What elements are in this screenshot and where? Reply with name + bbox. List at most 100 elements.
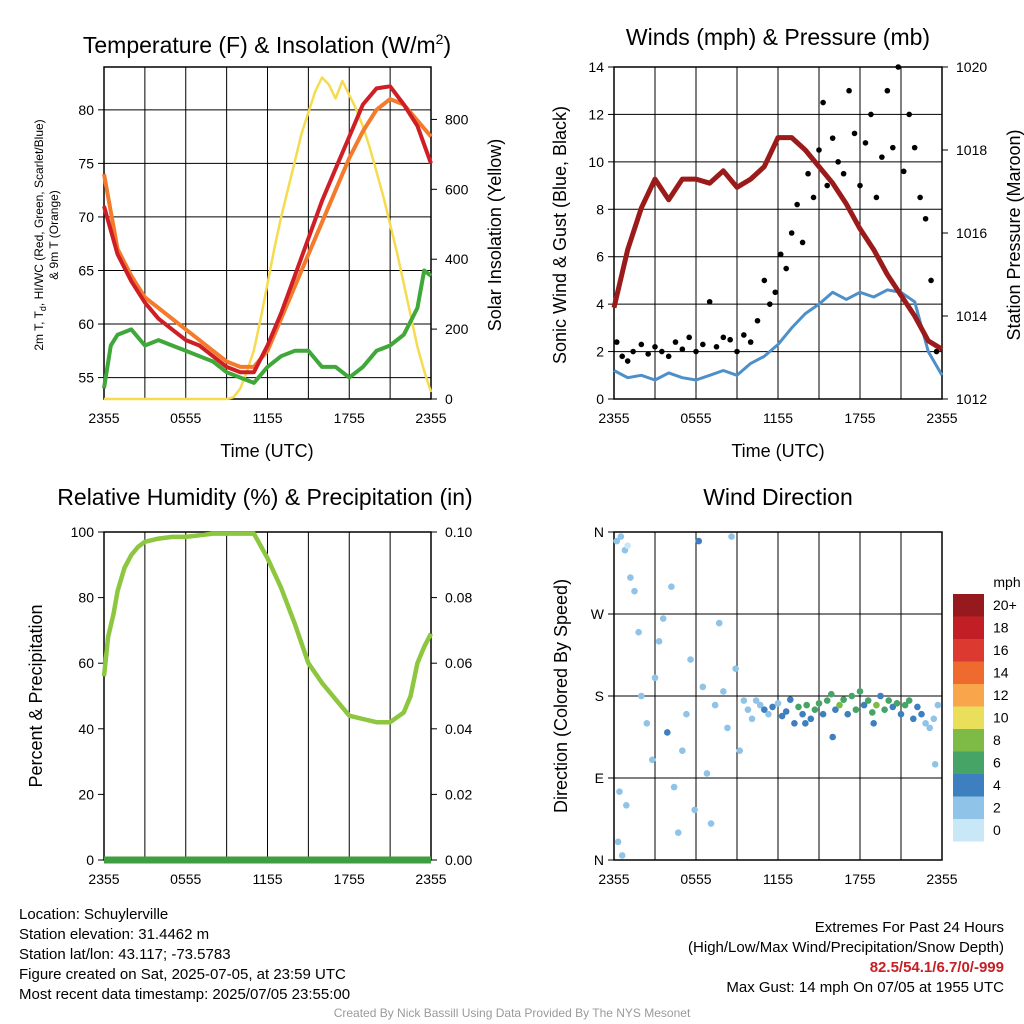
gust-point (630, 348, 636, 355)
gust-point (840, 170, 847, 177)
gust-point (659, 348, 665, 355)
solar-line (104, 76, 433, 401)
legend-swatch (953, 729, 984, 752)
gust-point (727, 336, 733, 343)
direction-point (732, 665, 739, 672)
y2-tick-label: 800 (445, 111, 469, 127)
temp_2m-line (102, 84, 433, 375)
legend-label: 4 (993, 777, 1001, 793)
extremes-subtitle: (High/Low/Max Wind/Precipitation/Snow De… (688, 939, 1004, 956)
direction-point (651, 674, 659, 682)
direction-point (877, 692, 884, 700)
direction-point (930, 715, 938, 723)
y-tick-label: 2 (596, 344, 604, 360)
y-tick-label: 20 (78, 786, 94, 802)
direction-point (802, 720, 809, 727)
legend-swatch (953, 751, 984, 774)
x-tick-label: 2355 (598, 871, 629, 887)
legend-label: 20+ (993, 597, 1017, 613)
direction-point (711, 701, 719, 709)
legend-label: 2 (993, 800, 1001, 816)
direction-point (627, 574, 634, 581)
direction-point (778, 712, 786, 720)
gust-point (890, 144, 896, 151)
direction-point (659, 615, 667, 622)
temperature-ylabel: 2m T, Td, HI/WC (Red, Green, Scarlet/Blu… (32, 119, 48, 350)
direction-point (782, 708, 790, 715)
y-tick-label: S (595, 688, 604, 704)
gust-point (799, 239, 806, 246)
direction-point (860, 701, 868, 709)
legend-label: 0 (993, 822, 1001, 838)
y-tick-label: 60 (78, 316, 94, 332)
legend-swatch (953, 819, 984, 842)
direction-point (828, 690, 835, 698)
y-tick-label: N (594, 852, 604, 868)
x-tick-label: 2355 (926, 871, 957, 887)
direction-point (807, 715, 815, 723)
x-tick-label: 2355 (415, 410, 446, 426)
y-tick-label: W (591, 606, 605, 622)
humidity-ylabel: Percent & Precipitation (26, 604, 46, 787)
direction-point (799, 710, 806, 718)
recent-timestamp: Most recent data timestamp: 2025/07/05 2… (19, 986, 351, 1003)
y-tick-label: 10 (588, 154, 604, 170)
gust-point (900, 168, 907, 175)
legend-label: 6 (993, 755, 1001, 771)
pressure-line (611, 135, 944, 352)
y-tick-label: 100 (71, 524, 95, 540)
direction-point (922, 720, 929, 727)
legend-label: 12 (993, 687, 1009, 703)
y-tick-label: 70 (78, 209, 94, 225)
y2-tick-label: 0 (445, 391, 453, 407)
gust-point (895, 64, 902, 70)
direction-point (926, 724, 933, 732)
direction-point (931, 761, 939, 768)
direction-point (664, 729, 671, 736)
y-tick-label: 12 (588, 106, 604, 122)
x-tick-label: 2355 (415, 871, 446, 887)
direction-point (668, 583, 675, 590)
direction-point (873, 701, 880, 709)
temperature-panel-title: Temperature (F) & Insolation (W/m2) (83, 31, 451, 58)
direction-point (787, 696, 794, 703)
temp_9m-line (102, 97, 433, 369)
plot-frame (613, 531, 943, 861)
legend-swatch (953, 661, 984, 684)
y-tick-label: 0 (596, 391, 604, 407)
gust-point (917, 194, 923, 201)
direction-point (756, 701, 764, 709)
station-location: Location: Schuylerville (19, 906, 169, 923)
gust-point (783, 265, 789, 272)
rh-line (101, 531, 433, 725)
direction-point (613, 537, 621, 545)
max-gust: Max Gust: 14 mph On 07/05 at 1955 UTC (726, 979, 1004, 996)
gust-point (693, 348, 699, 355)
temperature-xlabel: Time (UTC) (220, 441, 313, 461)
legend-swatch (953, 774, 984, 797)
winds-panel-title: Winds (mph) & Pressure (mb) (626, 24, 930, 50)
gust-point (754, 317, 761, 324)
x-tick-label: 2355 (88, 410, 119, 426)
direction-point (836, 701, 843, 709)
direction-point (752, 697, 760, 704)
direction-point (687, 656, 694, 663)
gust-point (846, 87, 852, 94)
gust-point (734, 348, 740, 355)
gust-point (624, 358, 631, 364)
direction-point (934, 701, 942, 709)
y-tick-label: 14 (588, 59, 604, 75)
y2-tick-label: 0.06 (445, 655, 472, 671)
y-tick-label: E (595, 770, 604, 786)
y-tick-label: 40 (78, 721, 94, 737)
legend-label: 18 (993, 620, 1009, 636)
direction-point (728, 533, 735, 540)
direction-point (635, 628, 642, 636)
gust-point (652, 344, 658, 350)
x-tick-label: 1155 (252, 410, 282, 426)
direction-point (748, 715, 756, 723)
direction-point (715, 619, 723, 627)
gust-point (816, 147, 822, 153)
x-tick-label: 1155 (763, 410, 793, 426)
gust-point (700, 341, 706, 348)
